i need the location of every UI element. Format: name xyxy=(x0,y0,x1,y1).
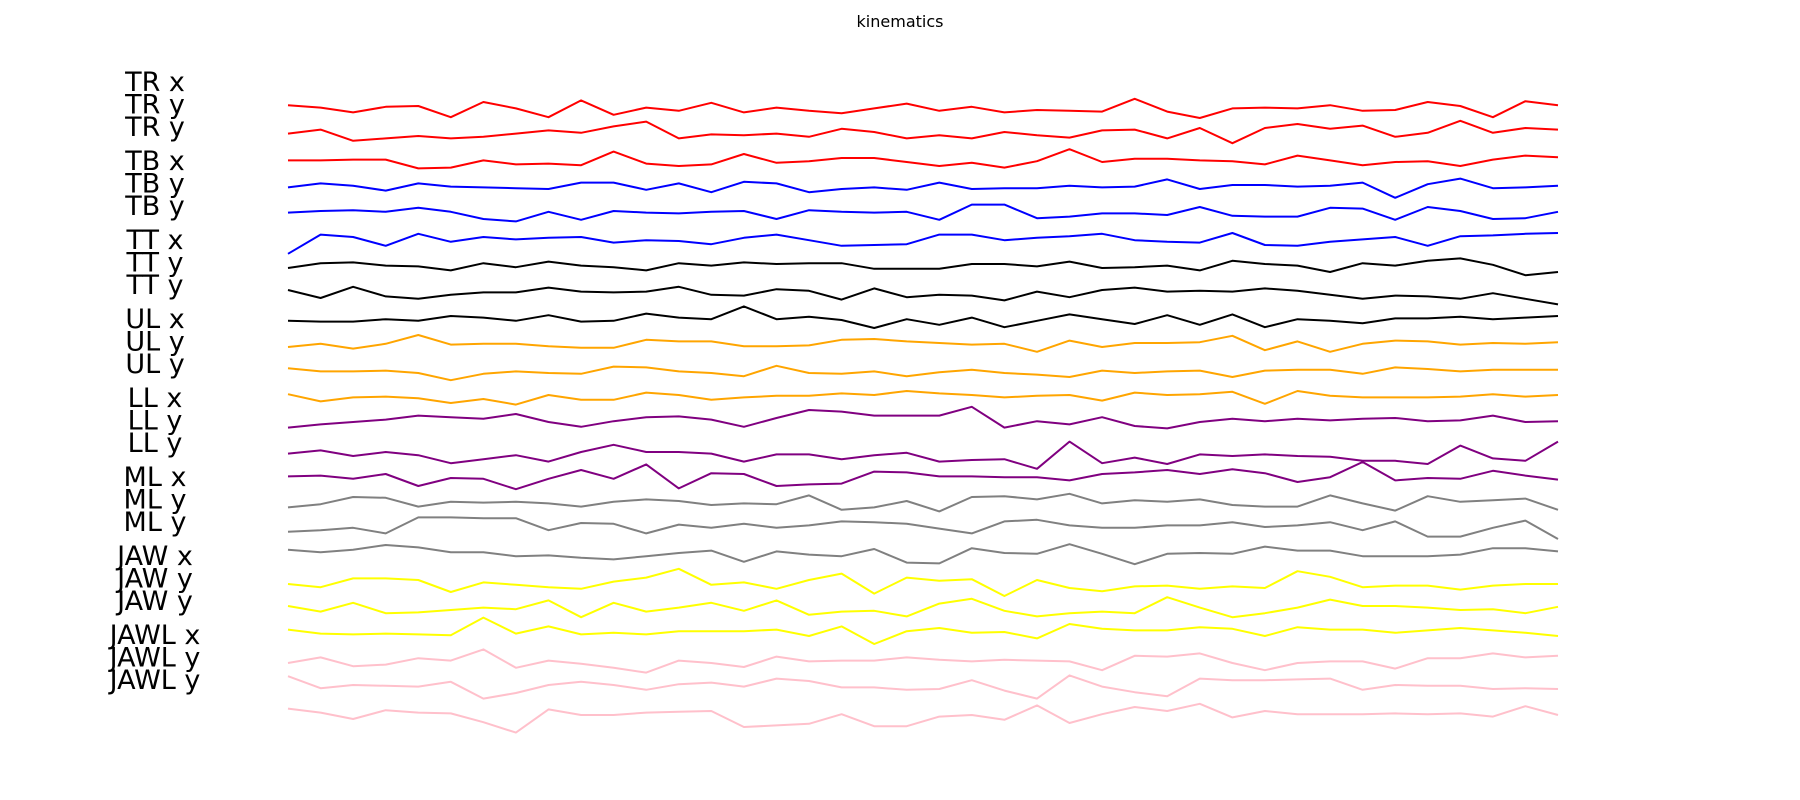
row-label-4: TB x xyxy=(124,146,185,177)
trace-6 xyxy=(287,232,1559,255)
trace-4 xyxy=(287,177,1559,199)
trace-22 xyxy=(287,648,1559,674)
row-label-22: JAWL x xyxy=(108,620,201,651)
trace-7 xyxy=(287,257,1559,277)
row-label-20: JAW y xyxy=(115,564,193,595)
row-label-3: TR y xyxy=(124,112,185,143)
trace-15 xyxy=(287,461,1559,491)
row-label-24: JAWL y xyxy=(108,665,201,696)
trace-13 xyxy=(287,405,1559,430)
row-label-16: ML x xyxy=(124,462,187,493)
trace-5 xyxy=(287,203,1559,223)
channel-labels: TR xTR yTR yTB xTB yTB yTT xTT yTT yUL x… xyxy=(108,67,201,696)
row-label-11: UL y xyxy=(125,327,184,358)
trace-24 xyxy=(287,702,1559,734)
trace-8 xyxy=(287,285,1559,306)
row-label-6: TB y xyxy=(124,191,185,222)
trace-16 xyxy=(287,492,1559,513)
row-label-5: TB y xyxy=(124,169,185,200)
trace-20 xyxy=(287,596,1559,619)
trace-21 xyxy=(287,616,1559,645)
row-label-10: UL x xyxy=(125,304,184,335)
row-label-15: LL y xyxy=(128,428,183,459)
trace-10 xyxy=(287,334,1559,353)
trace-23 xyxy=(287,674,1559,700)
trace-9 xyxy=(287,305,1559,329)
chart-title: kinematics xyxy=(857,12,944,31)
row-label-19: JAW x xyxy=(115,541,193,572)
trace-2 xyxy=(287,119,1559,145)
row-label-12: UL y xyxy=(125,349,184,380)
row-label-1: TR x xyxy=(124,67,185,98)
row-label-17: ML y xyxy=(124,485,187,516)
trace-17 xyxy=(287,516,1559,540)
channel-traces xyxy=(287,97,1559,734)
trace-11 xyxy=(287,364,1558,382)
row-label-13: LL x xyxy=(128,383,183,414)
row-label-21: JAW y xyxy=(115,586,193,617)
trace-14 xyxy=(287,440,1559,470)
trace-3 xyxy=(288,148,1559,170)
row-label-14: LL y xyxy=(128,406,183,437)
trace-12 xyxy=(287,390,1559,406)
row-label-7: TT x xyxy=(125,225,183,256)
row-label-8: TT y xyxy=(125,248,183,279)
trace-18 xyxy=(287,543,1559,566)
trace-1 xyxy=(287,97,1559,119)
trace-19 xyxy=(287,567,1558,597)
row-label-9: TT y xyxy=(125,270,183,301)
row-label-23: JAWL y xyxy=(108,643,201,674)
row-label-18: ML y xyxy=(124,507,187,538)
row-label-2: TR y xyxy=(124,90,185,121)
